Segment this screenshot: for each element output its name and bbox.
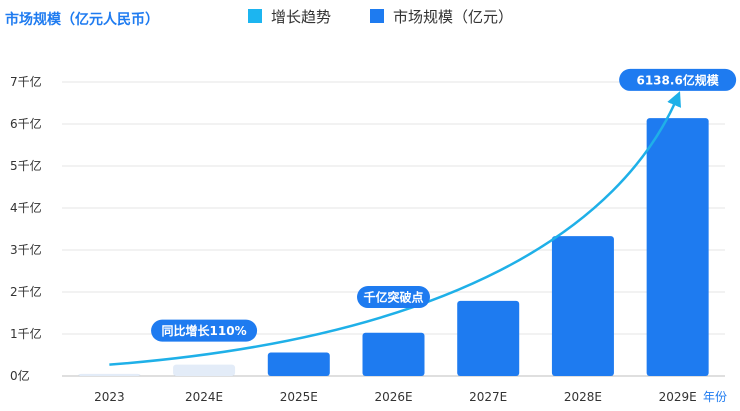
y-tick-label: 6千亿 <box>10 116 42 131</box>
callouts: 同比增长110% 千亿突破点 6138.6亿规模 <box>151 68 737 342</box>
callout-bubble <box>357 286 430 309</box>
bar-2025e <box>267 352 330 376</box>
bars <box>78 118 709 376</box>
callout-3: 6138.6亿规模 <box>619 68 737 91</box>
x-tick-label: 2028E <box>564 390 602 404</box>
trend-curve <box>109 91 681 366</box>
y-axis-title: 市场规模（亿元人民币） <box>5 11 159 28</box>
trend-line <box>109 91 681 366</box>
y-tick-label: 7千亿 <box>10 74 42 89</box>
bar-2029e <box>646 118 709 376</box>
legend: 增长趋势 市场规模（亿元） <box>248 8 513 26</box>
x-tick-label: 2023 <box>94 390 125 404</box>
bar-2028e <box>551 236 614 376</box>
callout-label: 千亿突破点 <box>363 290 423 305</box>
y-tick-label: 2千亿 <box>10 284 42 299</box>
y-tick-label: 5千亿 <box>10 158 42 173</box>
bar-2027e <box>457 300 520 376</box>
x-tick-label: 2024E <box>185 390 223 404</box>
x-axis-ticks: 2023 2024E 2025E 2026E 2027E 2028E 2029E <box>94 390 697 404</box>
x-tick-label: 2026E <box>374 390 412 404</box>
y-tick-label: 4千亿 <box>10 200 42 215</box>
y-tick-label: 0亿 <box>10 368 30 383</box>
y-tick-label: 1千亿 <box>10 326 42 341</box>
bar-2026e <box>362 332 425 376</box>
legend-label-market-size: 市场规模（亿元） <box>393 8 513 26</box>
callout-2: 千亿突破点 <box>357 286 430 309</box>
x-tick-label: 2027E <box>469 390 507 404</box>
legend-swatch-trend <box>248 9 262 23</box>
callout-label: 6138.6亿规模 <box>636 72 719 87</box>
callout-label: 同比增长110% <box>162 323 247 338</box>
callout-bubble <box>619 68 737 91</box>
y-tick-label: 3千亿 <box>10 242 42 257</box>
bar-2024e <box>173 364 236 376</box>
x-tick-label: 2025E <box>280 390 318 404</box>
y-axis-ticks: 0亿 1千亿 2千亿 3千亿 4千亿 5千亿 6千亿 7千亿 <box>10 74 42 383</box>
legend-swatch-market-size <box>370 9 384 23</box>
bar-2023 <box>78 373 141 376</box>
x-tick-label: 2029E <box>659 390 697 404</box>
x-axis-title: 年份 <box>703 390 727 404</box>
callout-bubble <box>151 319 258 342</box>
callout-1: 同比增长110% <box>151 319 258 342</box>
legend-label-trend: 增长趋势 <box>271 8 331 26</box>
